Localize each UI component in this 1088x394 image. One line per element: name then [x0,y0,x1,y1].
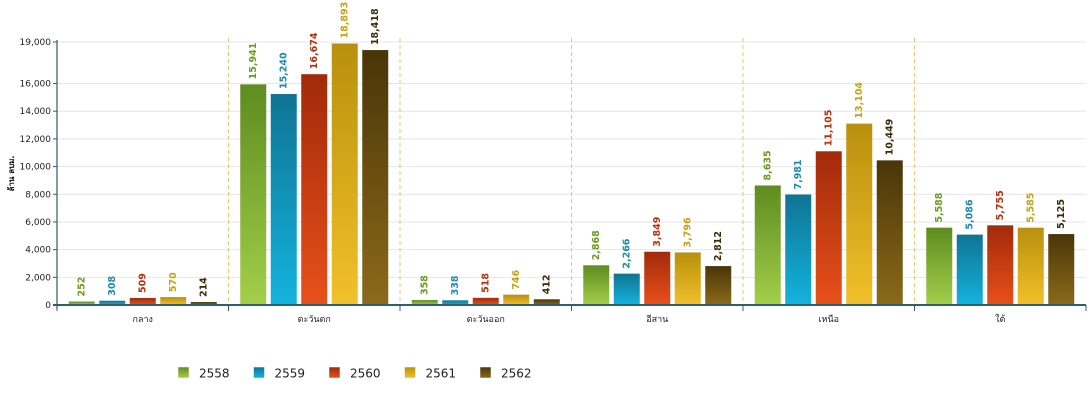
bar[interactable] [674,252,701,305]
y-tick-label: 10,000 [20,163,52,173]
data-label: 2,868 [591,230,602,260]
bar[interactable] [240,84,267,305]
y-tick-label: 4,000 [25,246,51,256]
data-label: 13,104 [854,82,865,119]
bar[interactable] [472,297,499,305]
legend-label[interactable]: 2559 [275,367,306,381]
bars [68,43,1075,305]
legend-swatch[interactable] [328,366,341,379]
bar[interactable] [876,160,903,305]
data-label: 15,240 [279,52,290,89]
data-label: 3,796 [683,217,694,247]
legend-label[interactable]: 2561 [426,367,457,381]
data-label: 5,086 [965,199,976,229]
y-tick-label: 8,000 [25,190,51,200]
data-label: 18,418 [370,8,381,45]
axes: 0 2,000 4,000 6,000 8,000 10,000 12,000 14,000 1… [6,38,1087,325]
category-separators [228,38,915,305]
legend: 2558 2559 2560 2561 2562 [177,366,532,381]
y-tick-label: 19,000 [20,38,52,48]
y-tick-label: 6,000 [25,218,51,228]
data-labels: 252 308 509 570 214 15,941 15,240 16,674 18,893 1… [77,2,1068,297]
data-label: 358 [420,275,431,295]
bar[interactable] [987,225,1014,305]
bar[interactable] [1017,227,1044,305]
bar[interactable] [583,265,610,305]
y-tick-label: 2,000 [25,273,51,283]
data-label: 518 [481,273,492,293]
y-tick-label: 14,000 [20,107,52,117]
data-label: 10,449 [885,119,896,156]
x-tick-label: กลาง [133,315,153,325]
data-label: 5,585 [1026,193,1037,223]
x-tick-label: เหนือ [818,314,839,325]
bar[interactable] [362,50,389,305]
data-label: 11,105 [824,110,835,147]
bar[interactable] [160,297,187,305]
data-label: 570 [168,272,179,292]
bar[interactable] [644,251,671,305]
bar[interactable] [956,234,983,305]
data-label: 252 [77,277,88,297]
bar[interactable] [705,266,732,305]
data-label: 7,981 [793,159,804,189]
bar[interactable] [613,273,640,305]
data-label: 16,674 [309,32,320,69]
x-tick-label: ตะวันออก [467,315,505,325]
x-tick-label: ตะวันตก [298,315,331,325]
legend-swatch[interactable] [253,366,265,379]
legend-label[interactable]: 2560 [350,367,381,381]
bar[interactable] [270,94,297,305]
bar[interactable] [129,297,156,305]
bar[interactable] [99,300,126,305]
bar[interactable] [926,227,953,305]
x-tick-label: ใต้ [995,314,1005,325]
bar[interactable] [815,151,842,305]
y-tick-label: 16,000 [20,80,52,90]
bar[interactable] [411,300,438,305]
data-label: 18,893 [340,2,351,39]
data-label: 308 [107,276,118,296]
data-label: 5,125 [1056,199,1067,229]
data-label: 338 [450,275,461,295]
bar[interactable] [754,185,781,305]
bar[interactable] [442,300,469,305]
bar[interactable] [190,302,217,305]
bar[interactable] [846,123,873,305]
data-label: 214 [199,277,210,297]
data-label: 509 [138,273,149,293]
x-tick-label: อีสาน [646,314,668,325]
data-label: 8,635 [763,150,774,180]
data-label: 5,588 [934,192,945,222]
legend-swatch[interactable] [404,366,416,379]
bar[interactable] [301,74,328,305]
bar[interactable] [503,294,530,305]
data-label: 5,755 [995,190,1006,220]
data-label: 2,812 [713,231,724,261]
data-label: 15,941 [248,43,259,80]
legend-swatch[interactable] [177,366,190,379]
bar[interactable] [68,301,95,305]
y-axis-title: ล้าน ลบม. [6,156,16,192]
legend-label[interactable]: 2558 [199,367,230,381]
data-label: 3,849 [652,217,663,247]
bar[interactable] [331,43,358,305]
bar[interactable] [785,194,812,305]
legend-label[interactable]: 2562 [501,367,532,381]
bar[interactable] [1048,234,1075,305]
data-label: 412 [542,274,553,294]
data-label: 2,266 [622,238,633,268]
y-tick-label: 12,000 [20,135,52,145]
data-label: 746 [511,269,522,289]
y-tick-label: 0 [45,301,51,311]
legend-swatch[interactable] [479,366,492,379]
bar[interactable] [533,299,560,305]
